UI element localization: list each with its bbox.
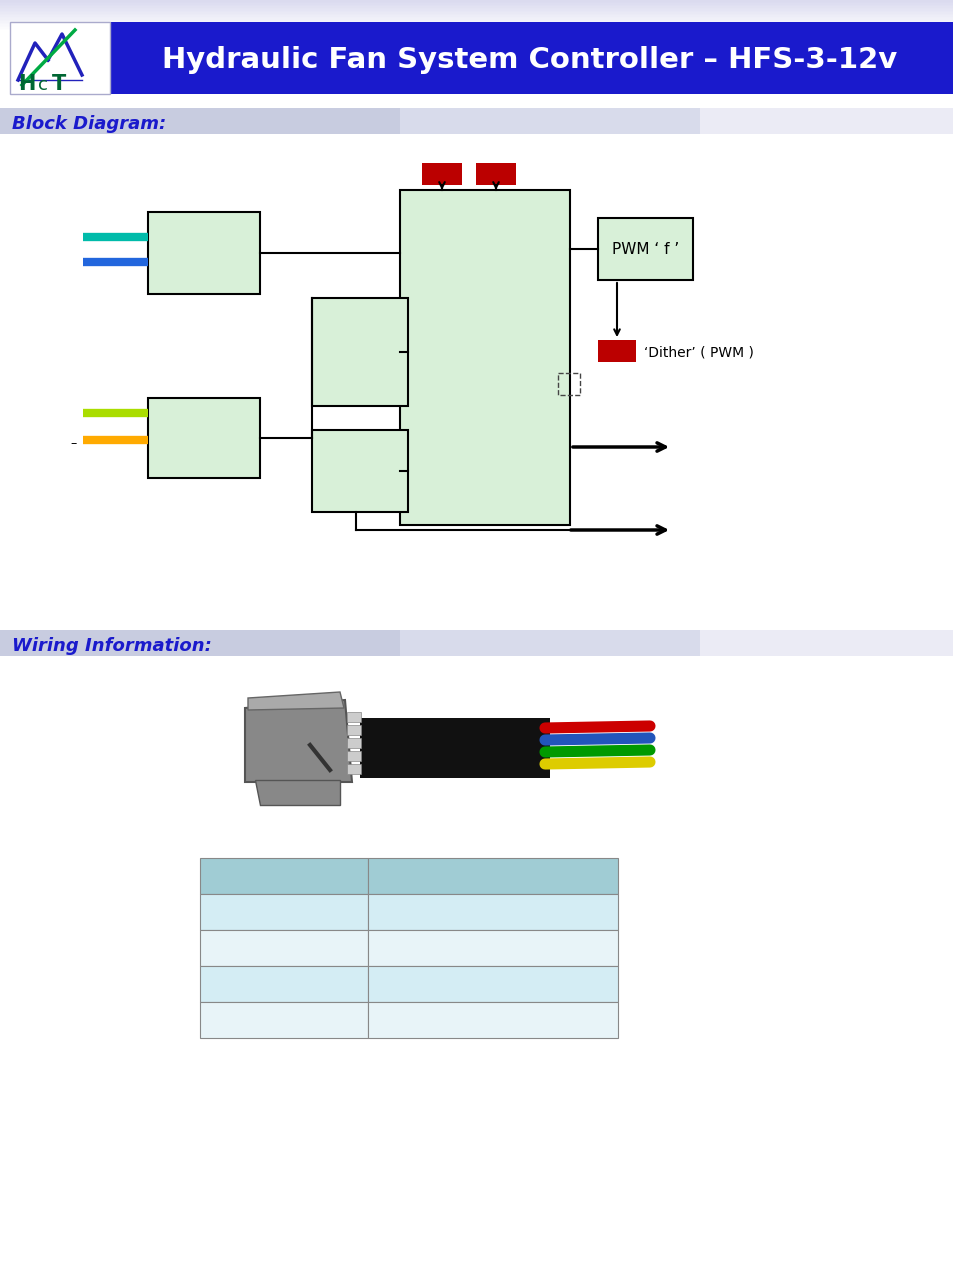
Bar xyxy=(347,712,360,722)
Bar xyxy=(399,630,953,656)
Bar xyxy=(0,9,953,10)
Bar xyxy=(0,8,953,9)
Bar xyxy=(0,1,953,3)
Bar xyxy=(200,859,368,894)
Bar xyxy=(0,23,953,24)
Bar xyxy=(399,190,569,525)
Bar xyxy=(0,14,953,15)
Bar xyxy=(368,1002,618,1038)
Bar xyxy=(0,18,953,19)
Bar xyxy=(0,17,953,18)
Bar xyxy=(0,6,953,8)
Bar xyxy=(347,738,360,748)
Polygon shape xyxy=(248,692,344,710)
Bar xyxy=(368,930,618,965)
Bar xyxy=(476,163,516,184)
Bar xyxy=(200,965,368,1002)
Text: –: – xyxy=(71,438,77,450)
Bar xyxy=(148,212,260,294)
Bar xyxy=(200,930,368,965)
Bar xyxy=(347,725,360,735)
Bar xyxy=(200,1002,368,1038)
Bar xyxy=(148,398,260,478)
Bar xyxy=(0,15,953,17)
Text: Hydraulic Fan System Controller – HFS-3-12v: Hydraulic Fan System Controller – HFS-3-… xyxy=(162,46,897,74)
Bar xyxy=(558,373,579,396)
Bar xyxy=(200,894,368,930)
Text: H: H xyxy=(18,74,35,94)
Bar xyxy=(347,750,360,761)
Bar xyxy=(10,22,110,94)
Bar xyxy=(0,19,953,22)
Text: Wiring Information:: Wiring Information: xyxy=(12,637,212,655)
Bar xyxy=(0,25,953,27)
Bar xyxy=(0,0,953,1)
Bar xyxy=(0,28,953,31)
Bar xyxy=(399,108,953,134)
Bar xyxy=(0,27,953,28)
Bar xyxy=(700,630,953,656)
Text: ‘Dither’ ( PWM ): ‘Dither’ ( PWM ) xyxy=(643,345,753,359)
Bar xyxy=(368,965,618,1002)
Bar xyxy=(312,430,408,513)
Text: Block Diagram:: Block Diagram: xyxy=(12,114,166,134)
Bar xyxy=(359,717,550,778)
Bar xyxy=(105,22,953,94)
Bar xyxy=(0,108,953,134)
Polygon shape xyxy=(245,700,352,782)
Bar xyxy=(368,859,618,894)
Bar xyxy=(0,630,953,656)
Bar xyxy=(598,340,636,363)
Text: PWM ‘ f ’: PWM ‘ f ’ xyxy=(611,242,679,257)
Bar xyxy=(368,894,618,930)
Text: T: T xyxy=(52,74,66,94)
Bar xyxy=(0,5,953,6)
Bar xyxy=(421,163,461,184)
Bar xyxy=(700,108,953,134)
Bar xyxy=(0,22,953,23)
Bar xyxy=(0,11,953,14)
Bar xyxy=(347,764,360,773)
Bar xyxy=(0,10,953,11)
Polygon shape xyxy=(254,780,339,805)
Text: c: c xyxy=(38,76,48,94)
Bar xyxy=(0,24,953,25)
Bar xyxy=(312,298,408,406)
Bar xyxy=(0,3,953,5)
Bar xyxy=(598,218,692,280)
